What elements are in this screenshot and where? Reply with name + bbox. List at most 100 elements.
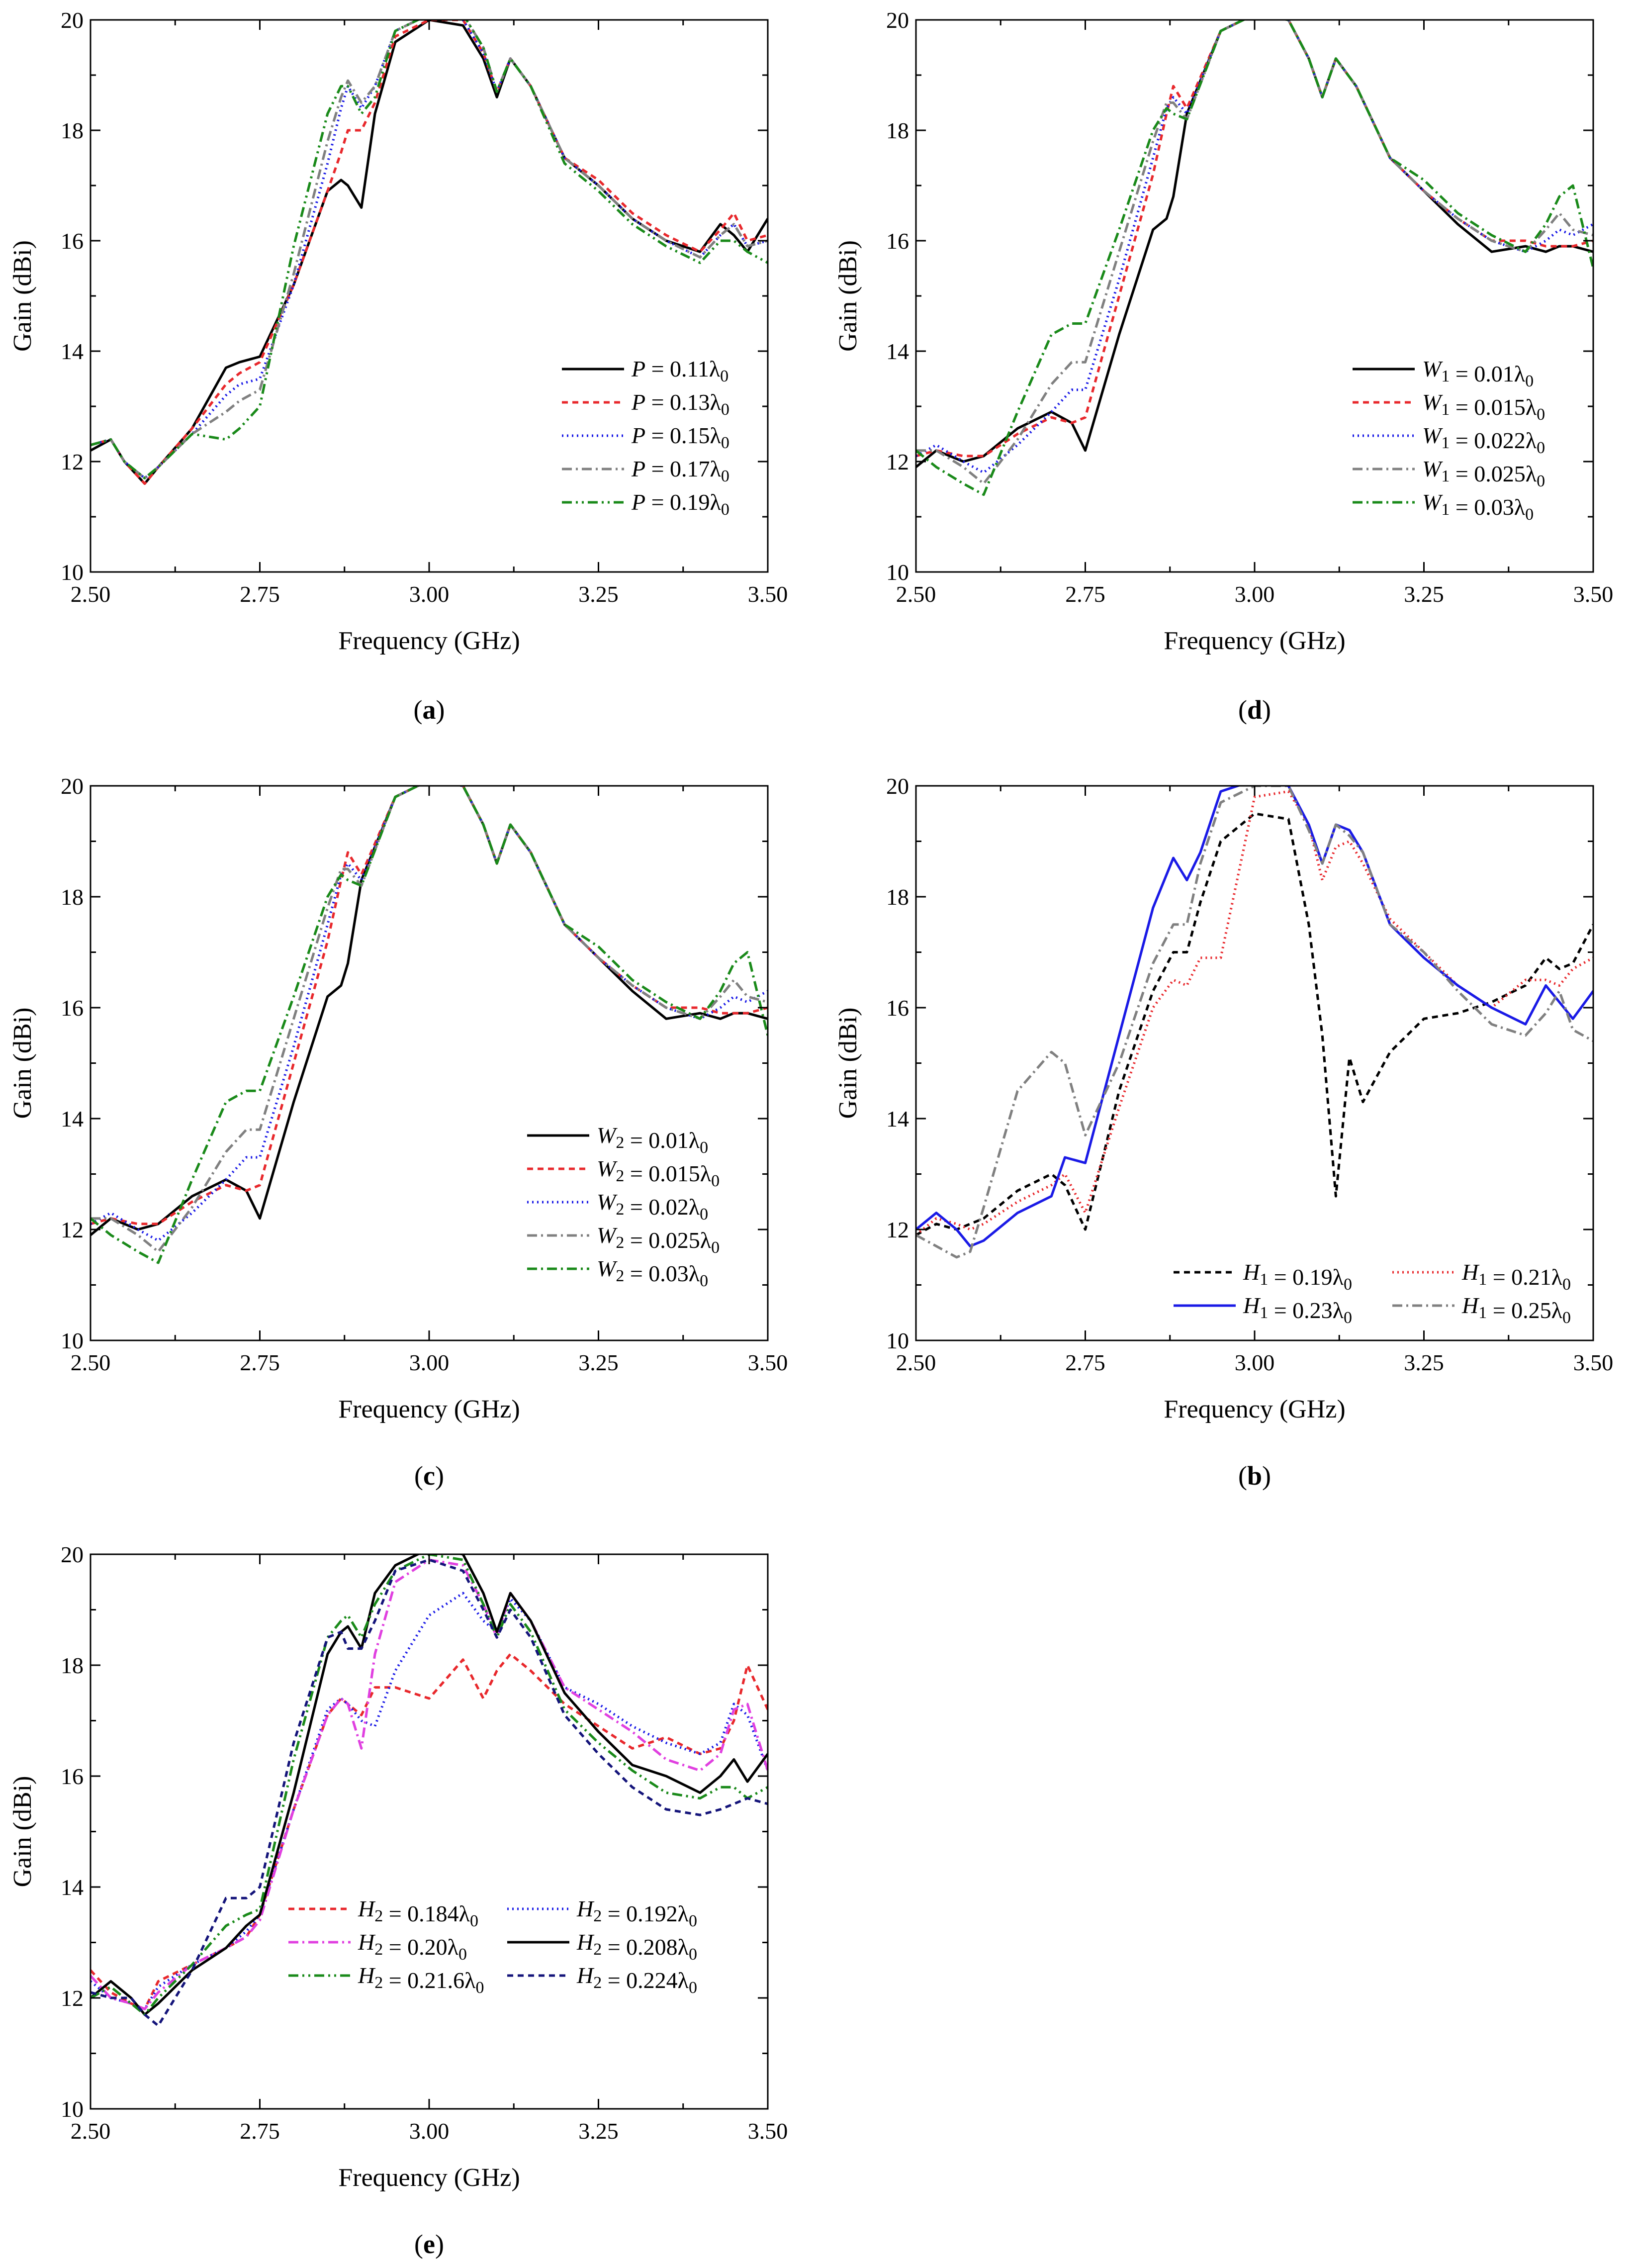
x-tick-label: 3.00 [1235, 1350, 1275, 1375]
x-axis-label: Frequency (GHz) [338, 627, 520, 655]
x-tick-label: 2.50 [896, 1350, 936, 1375]
y-axis-label: Gain (dBi) [834, 240, 862, 352]
x-tick-label: 2.75 [240, 2118, 280, 2144]
x-tick-label: 3.50 [1573, 1350, 1614, 1375]
chart-panel-e: 10 12 14 16 18 20 2.50 2.75 3.00 3.25 3.50 Frequenc… [8, 1542, 788, 2259]
y-axis-label: Gain (dBi) [8, 1776, 37, 1888]
x-tick-label: 2.50 [71, 2118, 111, 2144]
chart-panel-a: 1012141618202.50 2.75 3.00 3.25 3.50Frequenc… [8, 7, 788, 725]
panel-caption: (e) [414, 2229, 444, 2259]
x-tick-label: 2.50 [71, 581, 111, 607]
panel-caption: (c) [414, 1461, 444, 1491]
x-axis-label: Frequency (GHz) [1164, 627, 1345, 655]
legend-label-4: H1 = 0.25λ0 [1461, 1293, 1571, 1327]
y-tick-label: 20 [886, 773, 909, 799]
y-tick-label: 20 [886, 7, 909, 33]
panel-caption: (d) [1238, 695, 1271, 725]
y-tick-label: 16 [61, 228, 84, 254]
legend-label-2: H2 = 0.192λ0 [576, 1896, 697, 1930]
legend-label-6: H2 = 0.224λ0 [576, 1963, 697, 1997]
chart-panel-c: 10 12 14 16 18 20 2.50 2.75 3.00 3.25 3.50 Frequenc… [8, 773, 788, 1491]
plot-frame [91, 786, 768, 1340]
legend-label-4: H2 = 0.208λ0 [576, 1929, 697, 1964]
y-tick-label: 20 [61, 773, 84, 799]
x-tick-label: 2.50 [71, 1350, 111, 1375]
x-tick-label: 3.00 [1235, 581, 1275, 607]
y-tick-label: 20 [61, 1542, 84, 1567]
y-axis-label: Gain (dBi) [8, 1008, 37, 1119]
legend-label-5: H2 = 0.21.6λ0 [358, 1963, 484, 1997]
legend-label-1: W2 = 0.01λ0 [597, 1123, 708, 1157]
x-axis-label: Frequency (GHz) [338, 1395, 520, 1423]
legend-label-5: P = 0.19λ0 [631, 489, 729, 519]
figure-canvas: 1012141618202.50 2.75 3.00 3.25 3.50Frequenc… [0, 0, 1636, 2268]
y-tick-label: 12 [61, 1217, 84, 1242]
y-tick-label: 14 [886, 1106, 909, 1132]
y-tick-label: 16 [886, 995, 909, 1021]
y-tick-label: 12 [61, 449, 84, 474]
legend-label-1: H2 = 0.184λ0 [358, 1896, 478, 1930]
series-line-4 [916, 786, 1593, 1257]
legend-label-3: H1 = 0.23λ0 [1243, 1293, 1352, 1327]
y-tick-label: 12 [886, 1217, 909, 1242]
y-tick-label: 18 [61, 1653, 84, 1678]
series-line-3 [916, 780, 1593, 1246]
legend-label-1: W1 = 0.01λ0 [1422, 356, 1534, 390]
legend-label-3: W1 = 0.022λ0 [1422, 423, 1545, 457]
x-tick-label: 3.50 [748, 1350, 788, 1375]
plot-frame [91, 1554, 768, 2109]
x-axis-label: Frequency (GHz) [338, 2164, 520, 2192]
chart-panel-d: 10 12 14 16 18 20 2.50 2.75 3.00 3.25 3.50 Frequenc… [834, 695, 1613, 1423]
x-tick-label: 3.50 [1573, 581, 1614, 607]
series-line-5 [91, 780, 768, 1263]
legend-label-4: W2 = 0.025λ0 [597, 1223, 720, 1257]
legend-label-1: P = 0.11λ0 [631, 356, 728, 385]
x-tick-label: 2.50 [896, 581, 936, 607]
legend-label-5: W1 = 0.03λ0 [1422, 489, 1534, 524]
legend-label-1: H1 = 0.19λ0 [1243, 1259, 1352, 1294]
legend-label-2: W1 = 0.015λ0 [1422, 389, 1545, 424]
x-tick-label: 3.25 [1404, 1350, 1444, 1375]
x-tick-label: 3.25 [578, 2118, 619, 2144]
legend-label-3: H2 = 0.20λ0 [358, 1929, 467, 1964]
y-tick-label: 14 [61, 1875, 84, 1900]
x-tick-label: 3.50 [748, 2118, 788, 2144]
y-tick-label: 12 [61, 1985, 84, 2011]
x-tick-label: 3.00 [409, 2118, 450, 2144]
x-tick-label: 2.75 [1065, 581, 1105, 607]
x-axis-label: Frequency (GHz) [1164, 1395, 1345, 1423]
plot-frame [916, 20, 1593, 572]
y-tick-label: 18 [61, 884, 84, 910]
y-axis-label: Gain (dBi) [8, 240, 37, 352]
x-tick-label: 2.75 [1065, 1350, 1105, 1375]
x-tick-label: 3.00 [409, 581, 450, 607]
legend-label-2: H1 = 0.21λ0 [1461, 1259, 1571, 1294]
y-tick-label: 20 [61, 7, 84, 33]
y-tick-label: 18 [886, 118, 909, 143]
legend-label-2: W2 = 0.015λ0 [597, 1156, 720, 1190]
y-tick-label: 16 [886, 228, 909, 254]
y-tick-label: 14 [886, 339, 909, 364]
x-tick-label: 3.00 [409, 1350, 450, 1375]
legend-label-4: W1 = 0.025λ0 [1422, 456, 1545, 490]
y-tick-label: 18 [61, 118, 84, 143]
legend-label-3: P = 0.15λ0 [631, 423, 729, 452]
legend-label-5: W2 = 0.03λ0 [597, 1256, 708, 1290]
y-axis-label: Gain (dBi) [834, 1008, 862, 1119]
y-tick-label: 14 [61, 339, 84, 364]
legend-label-4: P = 0.17λ0 [631, 456, 729, 485]
x-tick-label: 2.75 [240, 581, 280, 607]
x-tick-label: 3.50 [748, 581, 788, 607]
y-tick-label: 12 [886, 449, 909, 474]
x-tick-label: 3.25 [578, 1350, 619, 1375]
x-tick-label: 3.25 [1404, 581, 1444, 607]
series-line-5 [916, 14, 1593, 495]
x-tick-label: 3.25 [578, 581, 619, 607]
plot-frame [916, 786, 1593, 1340]
series-line-2 [916, 791, 1593, 1235]
y-tick-label: 14 [61, 1106, 84, 1132]
x-tick-label: 2.75 [240, 1350, 280, 1375]
legend-label-3: W2 = 0.02λ0 [597, 1189, 708, 1224]
y-tick-label: 16 [61, 995, 84, 1021]
legend-label-2: P = 0.13λ0 [631, 389, 729, 419]
